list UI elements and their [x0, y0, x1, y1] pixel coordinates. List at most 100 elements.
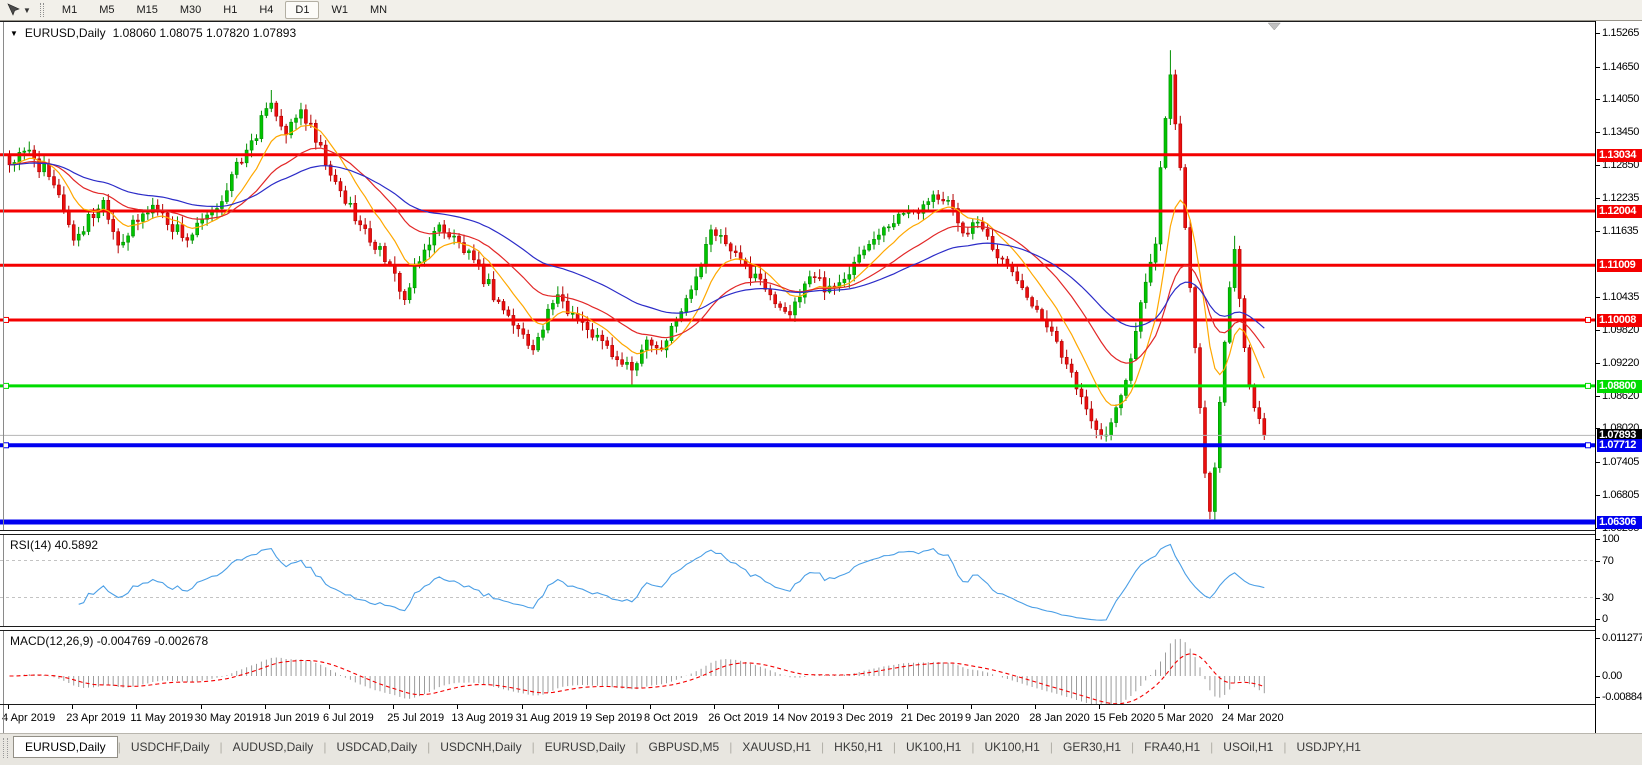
price-chart-canvas[interactable]	[0, 22, 1595, 531]
date-label: 6 Jul 2019	[323, 712, 374, 724]
chart-tab-eurusd-daily[interactable]: EURUSD,Daily	[13, 736, 118, 758]
chart-tab-uk100-h1[interactable]: UK100,H1	[984, 740, 1040, 754]
chart-symbol-label: EURUSD,Daily	[24, 26, 106, 40]
timeframe-button-d1[interactable]: D1	[285, 1, 320, 19]
date-tick	[971, 705, 972, 709]
macd-label: MACD(12,26,9) -0.004769 -0.002678	[10, 634, 208, 648]
axis-tick-label: 0.011277	[1602, 632, 1642, 644]
timeframe-button-w1[interactable]: W1	[331, 4, 348, 16]
date-label: 4 Apr 2019	[2, 712, 56, 724]
chart-tab-eurusd-daily[interactable]: EURUSD,Daily	[544, 740, 626, 754]
axis-tick	[1596, 231, 1600, 233]
rsi-line	[78, 543, 1265, 621]
rsi-panel[interactable]	[0, 535, 1595, 626]
panel-separator[interactable]	[0, 626, 1642, 631]
macd-signal-line	[9, 653, 1265, 704]
chart-top-border	[0, 21, 1642, 22]
tab-separator: |	[219, 740, 223, 754]
moving-average-25	[9, 147, 1265, 364]
price-line-label: 1.06306	[1597, 516, 1642, 530]
axis-tick	[1596, 362, 1600, 364]
panel-separator[interactable]	[0, 530, 1642, 535]
tab-separator: |	[971, 740, 975, 754]
axis-tick-label: 1.09220	[1602, 356, 1639, 369]
chart-tab-xauusd-h1[interactable]: XAUUSD,H1	[742, 740, 812, 754]
price-line-label: 1.11009	[1597, 259, 1642, 273]
chart-tab-hk50-h1[interactable]: HK50,H1	[834, 740, 883, 754]
macd-histogram	[13, 638, 1265, 704]
line-handle[interactable]	[1585, 442, 1591, 449]
chart-tab-uk100-h1[interactable]: UK100,H1	[905, 740, 962, 754]
chart-cursor-icon[interactable]: ▼	[2, 1, 35, 19]
axis-tick	[1596, 198, 1600, 200]
timeframe-button-mn[interactable]: MN	[369, 4, 388, 16]
timeframe-button-m15[interactable]: M15	[136, 4, 158, 16]
price-axis[interactable]: 1.15265 1.14650 1.14050 1.13450 1.12850 1.122…	[1595, 21, 1642, 733]
line-handle[interactable]	[1585, 316, 1591, 323]
chart-left-border	[3, 22, 4, 733]
timeframe-button-h1[interactable]: H1	[223, 4, 238, 16]
collapse-triangle-icon[interactable]: ▼	[10, 28, 18, 38]
date-tick	[714, 705, 716, 709]
date-axis-line	[0, 704, 1642, 705]
chart-tab-usoil-h1[interactable]: USOil,H1	[1223, 740, 1274, 754]
date-tick	[521, 705, 523, 709]
axis-tick-label: -0.008845	[1602, 691, 1642, 703]
date-label: 31 Aug 2019	[515, 712, 578, 724]
date-axis[interactable]: 4 Apr 2019 23 Apr 2019 11 May 2019 30 May 2…	[0, 705, 1595, 733]
timeframe-button-m30[interactable]: M30	[179, 4, 202, 16]
moving-average-10	[9, 124, 1265, 407]
date-label: 5 Mar 2020	[1157, 712, 1214, 724]
axis-tick	[1596, 428, 1600, 430]
axis-tick	[1596, 619, 1600, 620]
axis-tick-label: 30	[1602, 591, 1614, 604]
chart-tab-usdjpy-h1[interactable]: USDJPY,H1	[1296, 740, 1361, 754]
line-handle[interactable]	[3, 316, 9, 323]
axis-tick	[1596, 99, 1600, 101]
axis-tick-label: 1.09820	[1602, 324, 1639, 337]
axis-tick-label: 100	[1602, 533, 1620, 545]
date-tick	[1227, 705, 1229, 709]
tab-separator: |	[323, 740, 327, 754]
date-label: 15 Feb 2020	[1093, 712, 1156, 724]
chart-title: ▼ EURUSD,Daily 1.08060 1.08075 1.07820 1…	[10, 26, 296, 40]
timeframe-button-m1[interactable]: M1	[61, 4, 78, 16]
line-handle[interactable]	[3, 442, 9, 449]
chart-tab-bar: EURUSD,Daily | USDCHF,Daily | AUDUSD,Daily | U…	[0, 733, 1642, 765]
tab-separator: |	[1210, 740, 1214, 754]
tab-separator: |	[1131, 740, 1135, 754]
date-tick	[136, 705, 138, 709]
date-tick	[200, 705, 202, 709]
chart-tab-audusd-daily[interactable]: AUDUSD,Daily	[232, 740, 314, 754]
macd-panel[interactable]	[0, 631, 1595, 704]
date-tick	[8, 705, 9, 709]
timeframe-button-m5[interactable]: M5	[99, 4, 115, 16]
moving-average-50	[9, 162, 1265, 329]
date-label: 13 Aug 2019	[451, 712, 514, 724]
date-tick	[585, 705, 587, 709]
date-label: 30 May 2019	[194, 712, 259, 724]
line-handle[interactable]	[1585, 382, 1591, 389]
timeframe-button-h4[interactable]: H4	[259, 4, 274, 16]
date-tick	[778, 705, 780, 709]
chart-tab-usdcad-daily[interactable]: USDCAD,Daily	[336, 740, 418, 754]
date-label: 26 Oct 2019	[708, 712, 769, 724]
tab-separator: |	[821, 740, 825, 754]
chart-tab-ger30-h1[interactable]: GER30,H1	[1062, 740, 1122, 754]
price-line-label: 1.07893	[1597, 429, 1642, 443]
axis-tick	[1596, 66, 1600, 68]
chart-tab-fra40-h1[interactable]: FRA40,H1	[1144, 740, 1201, 754]
chevron-down-icon[interactable]: ▼	[23, 5, 31, 15]
date-tick	[72, 705, 74, 709]
chart-tab-usdcnh-daily[interactable]: USDCNH,Daily	[440, 740, 522, 754]
axis-tick-label: 1.13450	[1602, 126, 1639, 139]
chart-tab-usdchf-daily[interactable]: USDCHF,Daily	[130, 740, 210, 754]
axis-tick	[1596, 539, 1600, 540]
axis-tick	[1596, 597, 1600, 599]
tab-separator: |	[729, 740, 733, 754]
line-handle[interactable]	[3, 382, 9, 389]
chart-tab-gbpusd-m5[interactable]: GBPUSD,M5	[648, 740, 720, 754]
date-tick	[329, 705, 330, 709]
cursor-arrow-icon	[7, 3, 20, 16]
date-tick	[264, 705, 266, 709]
